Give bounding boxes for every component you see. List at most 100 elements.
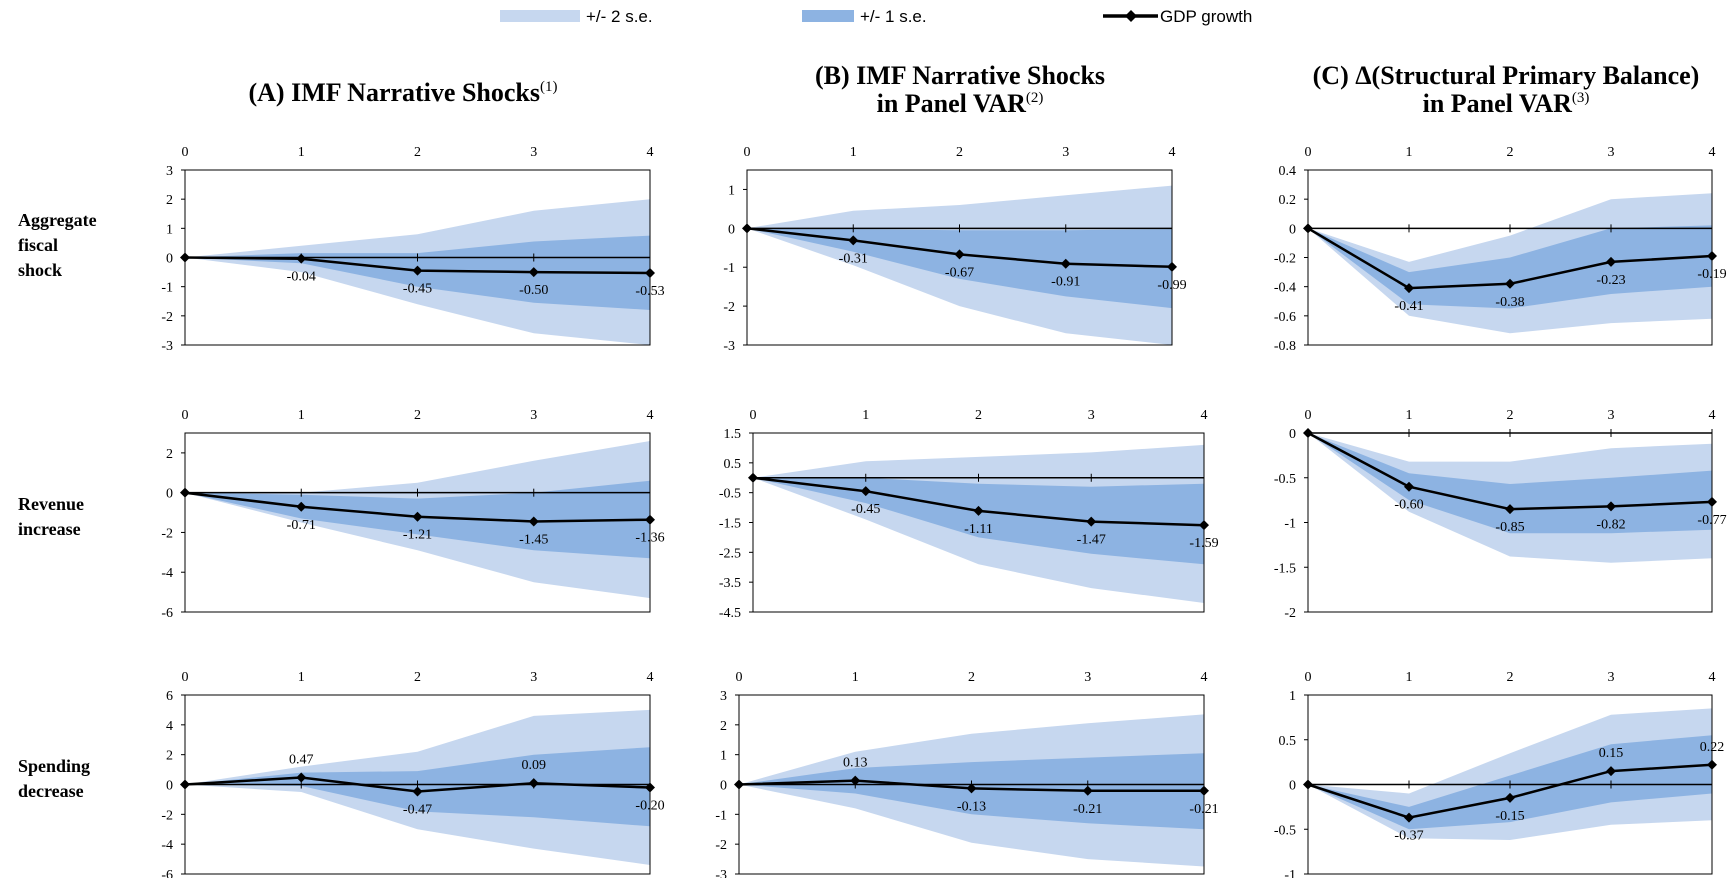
panel-c-1-y-tick-label: 0 xyxy=(1289,222,1296,237)
panel-c-3-y-tick-label: 0.5 xyxy=(1279,734,1297,749)
panel-a-2-y-tick-label: -2 xyxy=(161,526,173,541)
panel-b-3-y-tick-label: 2 xyxy=(720,719,727,734)
panel-a-1-x-tick-label: 2 xyxy=(414,145,421,160)
panel-b-2-gdp-marker xyxy=(1086,516,1097,527)
panel-c-1-x-tick-label: 1 xyxy=(1406,145,1413,160)
panel-b-1-data-label: -0.91 xyxy=(1051,275,1080,290)
panel-c-2-gdp-marker xyxy=(1606,501,1616,512)
panel-a-2-y-tick-label: -6 xyxy=(161,606,173,621)
panel-b-3-y-tick-label: 1 xyxy=(720,749,727,764)
panel-title-c-line2-text: in Panel VAR xyxy=(1423,89,1573,118)
panel-a-3-data-label: 0.47 xyxy=(289,752,314,767)
panel-a-2-gdp-marker xyxy=(412,511,423,522)
panel-a-2-data-label: -1.21 xyxy=(403,528,432,543)
panel-c-3-x-tick-label: 3 xyxy=(1608,670,1615,685)
panel-a-3-y-tick-label: -2 xyxy=(161,808,173,823)
panel-b-2: 0 1 2 3 4 1.5 0.5 -0.5 -1.5 -2.5 -3.5 -4.5 -0.45 -1.1… xyxy=(719,408,1219,621)
panel-c-1-data-label: -0.19 xyxy=(1697,267,1726,282)
panel-b-3-x-tick-label: 1 xyxy=(852,670,859,685)
panel-b-1-x-tick-label: 4 xyxy=(1169,145,1176,160)
panel-b-3-data-label: 0.13 xyxy=(843,756,868,771)
panel-a-3-data-label: -0.20 xyxy=(635,798,664,813)
panel-a-1-y-tick-label: -2 xyxy=(161,310,173,325)
panel-title-c-superscript: (3) xyxy=(1572,90,1590,106)
panel-c-3-data-label: -0.37 xyxy=(1394,829,1423,844)
panel-a-3-y-tick-label: 0 xyxy=(166,779,173,794)
panel-b-2-y-tick-label: -1.5 xyxy=(719,517,741,532)
panel-a-2-gdp-marker xyxy=(528,516,539,527)
panel-c-1-x-tick-label: 3 xyxy=(1608,145,1615,160)
panel-c-1-gdp-marker xyxy=(1505,278,1515,289)
panel-b-3-data-label: -0.13 xyxy=(957,799,986,814)
panel-b-1-x-tick-label: 1 xyxy=(850,145,857,160)
legend-band2-swatch xyxy=(500,10,580,22)
panel-c-1-data-label: -0.41 xyxy=(1394,299,1423,314)
panel-c-2-gdp-marker xyxy=(1505,504,1515,515)
panel-c-1-y-tick-label: -0.2 xyxy=(1274,252,1296,267)
panel-b-3-gdp-marker xyxy=(966,783,977,794)
panel-a-2-x-tick-label: 1 xyxy=(298,408,305,423)
legend-line-marker xyxy=(1125,10,1137,22)
panel-a-2-data-label: -0.71 xyxy=(287,518,316,533)
panel-c-2-gdp-marker xyxy=(1404,481,1414,492)
panel-a-1-y-tick-label: 0 xyxy=(166,252,173,267)
panel-title-b-line1: (B) IMF Narrative Shocks xyxy=(815,61,1105,90)
panel-b-3-gdp-marker xyxy=(1082,785,1093,796)
row-label-spending-line2: decrease xyxy=(18,781,84,801)
panel-c-3-y-tick-label: -0.5 xyxy=(1274,823,1296,838)
panel-a-3-gdp-marker xyxy=(296,772,307,783)
panel-c-3-x-tick-label: 1 xyxy=(1406,670,1413,685)
panel-b-1-y-tick-label: 1 xyxy=(728,183,735,198)
panel-b-3-y-tick-label: 3 xyxy=(720,689,727,704)
panel-b-1-gdp-marker xyxy=(954,249,965,260)
panel-a-2-x-tick-label: 2 xyxy=(414,408,421,423)
panel-c-3-data-label: -0.15 xyxy=(1495,809,1524,824)
panel-a-3: 0 1 2 3 4 6 4 2 0 -2 -4 -6 0.47 -0.47 0.09 -0.20 xyxy=(161,670,664,878)
panel-c-3-gdp-marker xyxy=(1303,779,1313,790)
panel-b-1-frame xyxy=(746,169,1173,346)
panel-c-2-x-tick-label: 4 xyxy=(1709,408,1716,423)
panel-c-3: 0 1 2 3 410.50-0.5-1-0.37-0.150.15 0.22 xyxy=(1274,670,1724,878)
panel-a-1-gdp-marker xyxy=(180,252,190,263)
panel-title-b-line2: in Panel VAR(2) xyxy=(877,89,1044,118)
panel-b-1-gdp-marker xyxy=(742,223,752,234)
panel-c-2-y-tick-label: -2 xyxy=(1284,606,1296,621)
panel-a-3-data-label: -0.47 xyxy=(403,803,432,818)
panel-a-2-gdp-marker xyxy=(296,501,307,512)
legend: +/- 2 s.e. +/- 1 s.e. GDP growth xyxy=(500,7,1252,26)
panel-c-2-data-label: -0.82 xyxy=(1596,517,1625,532)
panel-b-3-gdp-marker xyxy=(850,775,861,786)
panel-a-2-y-tick-label: 0 xyxy=(166,487,173,502)
panel-c-2-y-tick-label: 0 xyxy=(1289,427,1296,442)
panel-c-1-data-label: -0.23 xyxy=(1596,273,1625,288)
panel-c-1-gdp-marker xyxy=(1707,251,1717,262)
panel-a-1-y-tick-label: -3 xyxy=(161,339,173,354)
panel-a-2-x-tick-label: 3 xyxy=(530,408,537,423)
panel-b-1-gdp-marker xyxy=(1060,258,1071,269)
panel-b-1: 0 1 2 3 4 1 0 -1 -2 -3 -0.31 -0.67 -0.91 -0.99 xyxy=(723,145,1186,354)
panel-c-3-y-tick-label: 0 xyxy=(1289,779,1296,794)
panel-a-1-y-tick-label: -1 xyxy=(161,281,173,296)
panel-b-2-data-label: -1.11 xyxy=(964,522,993,537)
panel-b-2-x-tick-label: 3 xyxy=(1088,408,1095,423)
panel-title-b-superscript: (2) xyxy=(1026,90,1044,106)
legend-band2-label: +/- 2 s.e. xyxy=(586,7,653,26)
panel-a-2-x-tick-label: 4 xyxy=(647,408,654,423)
panel-a-3-x-tick-label: 2 xyxy=(414,670,421,685)
panel-b-1-data-label: -0.67 xyxy=(945,265,974,280)
panel-c-1-gdp-marker xyxy=(1404,283,1414,294)
panel-title-a-superscript: (1) xyxy=(540,79,558,95)
panel-b-3-y-tick-label: -2 xyxy=(715,838,727,853)
panel-c-1-y-tick-label: 0.2 xyxy=(1279,193,1297,208)
panel-c-2-gdp-marker xyxy=(1303,428,1313,438)
panel-a-2-gdp-marker xyxy=(645,514,655,525)
legend-band1-label: +/- 1 s.e. xyxy=(860,7,927,26)
row-label-spending-line1: Spending xyxy=(18,756,90,776)
panel-a-1-x-tick-label: 3 xyxy=(530,145,537,160)
panel-a-1-x-tick-label: 1 xyxy=(298,145,305,160)
panel-b-1-data-label: -0.99 xyxy=(1157,278,1186,293)
panel-a-3-gdp-marker xyxy=(412,786,423,797)
panel-c-1-x-tick-label: 4 xyxy=(1709,145,1716,160)
